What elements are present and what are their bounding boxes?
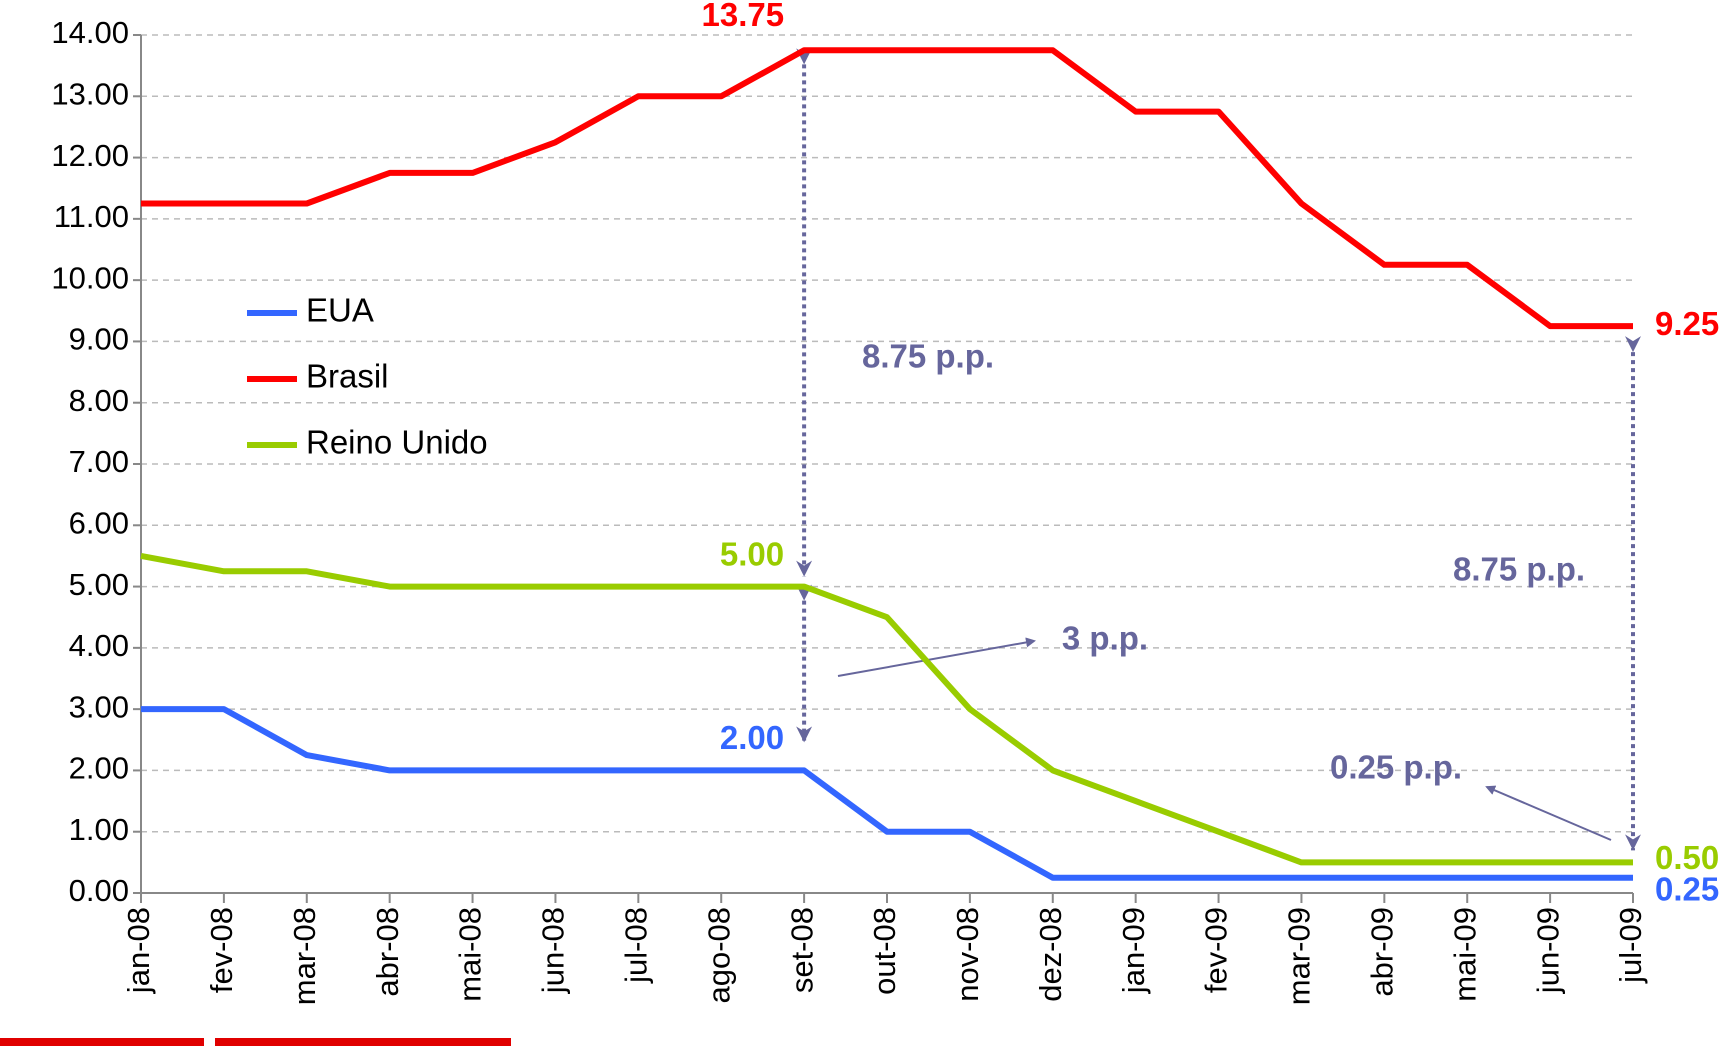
legend-label: EUA (306, 292, 374, 329)
pointer-arrow (837, 637, 1036, 677)
x-tick-label: jun-08 (536, 907, 571, 994)
x-tick-label: abr-08 (370, 907, 405, 997)
value-label: 0.50 (1655, 839, 1719, 876)
x-tick-label: mai-08 (453, 907, 488, 1002)
y-tick-label: 4.00 (69, 628, 129, 663)
x-tick-label: fev-09 (1199, 907, 1234, 993)
annotation: 3 p.p. (1062, 620, 1148, 657)
y-tick-label: 5.00 (69, 567, 129, 602)
annotation: 0.25 p.p. (1330, 749, 1462, 786)
y-tick-label: 9.00 (69, 322, 129, 357)
y-tick-label: 12.00 (51, 138, 129, 173)
y-tick-label: 7.00 (69, 444, 129, 479)
x-tick-label: jan-09 (1116, 907, 1151, 994)
x-tick-label: jun-09 (1530, 907, 1565, 994)
y-tick-label: 11.00 (54, 199, 129, 234)
y-tick-label: 10.00 (51, 260, 129, 295)
legend-label: Brasil (306, 358, 389, 395)
series-line (141, 47, 1633, 330)
y-tick-label: 14.00 (51, 15, 129, 50)
x-tick-label: mar-09 (1282, 907, 1317, 1005)
x-tick-label: out-08 (867, 907, 902, 995)
value-label: 2.00 (720, 719, 784, 756)
x-tick-label: nov-08 (950, 907, 985, 1002)
x-tick-label: jan-08 (121, 907, 156, 994)
x-tick-label: jul-09 (1613, 907, 1648, 984)
series-line (141, 706, 1633, 881)
x-tick-label: abr-09 (1365, 907, 1400, 997)
x-tick-label: mar-08 (287, 907, 322, 1005)
x-tick-label: fev-08 (204, 907, 239, 993)
annotation: 8.75 p.p. (1453, 551, 1585, 588)
x-tick-label: ago-08 (701, 907, 736, 1004)
y-tick-label: 3.00 (69, 689, 129, 724)
y-tick-label: 1.00 (69, 812, 129, 847)
series-line (140, 552, 1633, 866)
legend-label: Reino Unido (306, 424, 488, 461)
x-tick-label: mai-09 (1447, 907, 1482, 1002)
y-tick-label: 6.00 (69, 505, 129, 540)
decor-bar (215, 1038, 511, 1046)
y-tick-label: 2.00 (69, 751, 129, 786)
decor-bar (0, 1038, 204, 1046)
x-tick-label: set-08 (784, 907, 819, 993)
value-label: 0.25 (1655, 870, 1719, 907)
y-tick-label: 13.00 (51, 76, 129, 111)
pointer-arrow (1485, 785, 1612, 841)
x-tick-label: jul-08 (619, 907, 654, 984)
value-label: 9.25 (1655, 305, 1719, 342)
x-tick-label: dez-08 (1033, 907, 1068, 1002)
y-tick-label: 0.00 (69, 873, 129, 908)
value-label: 13.75 (702, 0, 785, 33)
y-tick-label: 8.00 (69, 383, 129, 418)
value-label: 5.00 (720, 535, 784, 572)
annotation: 8.75 p.p. (862, 338, 994, 375)
